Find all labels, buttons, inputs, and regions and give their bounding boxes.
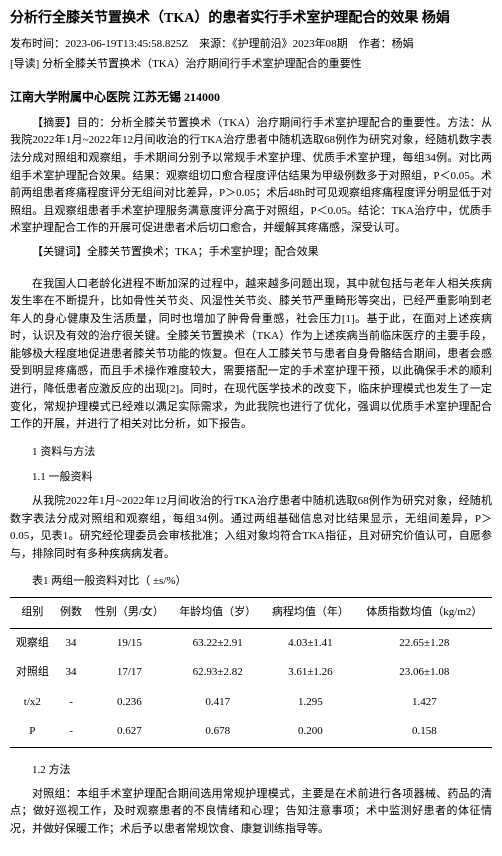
- article-title: 分析行全膝关节置换术（TKA）的患者实行手术室护理配合的效果 杨娟: [10, 8, 492, 30]
- section-1-2: 1.2 方法: [10, 762, 492, 780]
- cell: 34: [55, 628, 88, 658]
- cell: 63.22±2.91: [171, 628, 264, 658]
- cell: 17/17: [87, 658, 171, 688]
- cell: 0.158: [357, 717, 492, 747]
- table1: 组别 例数 性别（男/女） 年龄均值（岁） 病程均值（年） 体质指数均值（kg/…: [10, 597, 492, 748]
- affiliation: 江南大学附属中心医院 江苏无锡 214000: [10, 88, 492, 107]
- table1-col-3: 年龄均值（岁）: [171, 598, 264, 629]
- meta-line: 发布时间：2023-06-19T13:45:58.825Z 来源：《护理前沿》2…: [10, 36, 492, 54]
- abstract-label: 【摘要】: [32, 117, 77, 129]
- cell: 34: [55, 658, 88, 688]
- table-row: t/x2 - 0.236 0.417 1.295 1.427: [10, 688, 492, 718]
- cell: 62.93±2.82: [171, 658, 264, 688]
- cell: 23.06±1.08: [357, 658, 492, 688]
- body-paragraph: 在我国人口老龄化进程不断加深的过程中，越来越多问题出现，其中就包括与老年人相关疾…: [10, 276, 492, 434]
- table1-header-row: 组别 例数 性别（男/女） 年龄均值（岁） 病程均值（年） 体质指数均值（kg/…: [10, 598, 492, 629]
- table1-col-1: 例数: [55, 598, 88, 629]
- table1-col-5: 体质指数均值（kg/m2）: [357, 598, 492, 629]
- cell: 对照组: [10, 658, 55, 688]
- keywords-text: 全膝关节置换术；TKA；手术室护理；配合效果: [87, 246, 319, 258]
- lead-line: [导读] 分析全膝关节置换术（TKA）治疗期间行手术室护理配合的重要性: [10, 56, 492, 74]
- cell: 22.65±1.28: [357, 628, 492, 658]
- abstract: 【摘要】目的：分析全膝关节置换术（TKA）治疗期间行手术室护理配合的重要性。方法…: [10, 115, 492, 238]
- table1-col-4: 病程均值（年）: [264, 598, 357, 629]
- section-1: 1 资料与方法: [10, 444, 492, 462]
- cell: 0.200: [264, 717, 357, 747]
- table1-col-0: 组别: [10, 598, 55, 629]
- section-1-1: 1.1 一般资料: [10, 469, 492, 487]
- cell: 0.236: [87, 688, 171, 718]
- cell: 4.03±1.41: [264, 628, 357, 658]
- cell: 0.627: [87, 717, 171, 747]
- cell: -: [55, 688, 88, 718]
- keywords: 【关键词】全膝关节置换术；TKA；手术室护理；配合效果: [10, 244, 492, 262]
- cell: 1.427: [357, 688, 492, 718]
- cell: t/x2: [10, 688, 55, 718]
- table-row: 对照组 34 17/17 62.93±2.82 3.61±1.26 23.06±…: [10, 658, 492, 688]
- cell: 0.417: [171, 688, 264, 718]
- cell: 1.295: [264, 688, 357, 718]
- keywords-label: 【关键词】: [32, 246, 87, 258]
- table1-col-2: 性别（男/女）: [87, 598, 171, 629]
- table-row: 观察组 34 19/15 63.22±2.91 4.03±1.41 22.65±…: [10, 628, 492, 658]
- cell: 观察组: [10, 628, 55, 658]
- cell: P: [10, 717, 55, 747]
- methods-paragraph: 从我院2022年1月~2022年12月间收治的行TKA治疗患者中随机选取68例作…: [10, 493, 492, 563]
- method-paragraph: 对照组：本组手术室护理配合期间选用常规护理模式，主要是在术前进行各项器械、药品的…: [10, 786, 492, 839]
- cell: 19/15: [87, 628, 171, 658]
- cell: -: [55, 717, 88, 747]
- cell: 0.678: [171, 717, 264, 747]
- table1-caption: 表1 两组一般资料对比（ ±s/%）: [10, 573, 492, 591]
- abstract-text: 目的：分析全膝关节置换术（TKA）治疗期间行手术室护理配合的重要性。方法：从我院…: [10, 117, 492, 235]
- cell: 3.61±1.26: [264, 658, 357, 688]
- table-row: P - 0.627 0.678 0.200 0.158: [10, 717, 492, 747]
